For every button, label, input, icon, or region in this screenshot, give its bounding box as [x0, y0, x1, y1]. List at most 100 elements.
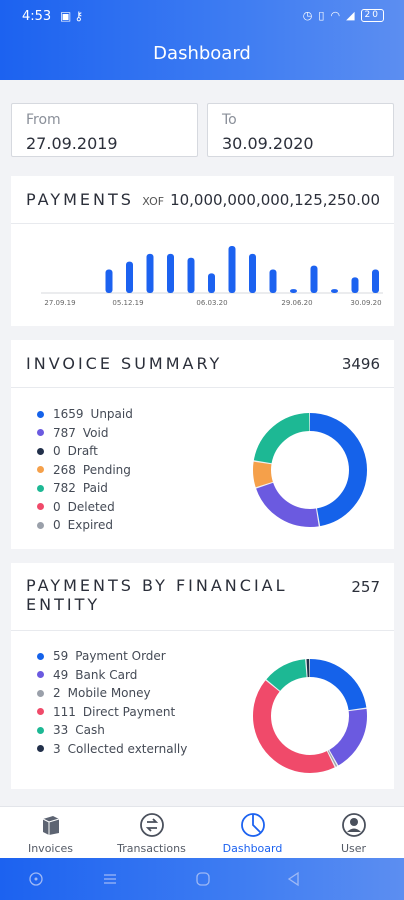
legend-dot-icon [37, 652, 44, 660]
invoice-legend-item: 0 Expired [37, 516, 133, 535]
bottom-nav: Invoices Transactions Dashboard User [0, 806, 404, 858]
legend-label: Bank Card [75, 667, 138, 682]
nav-dashboard[interactable]: Dashboard [202, 811, 303, 855]
entity-legend-item: 111 Direct Payment [37, 703, 187, 722]
invoice-legend-item: 0 Draft [37, 442, 133, 461]
payments-card: PAYMENTS XOF 10,000,000,000,125,250.00 27… [11, 176, 394, 326]
legend-label: Draft [67, 444, 98, 459]
legend-label: Mobile Money [67, 686, 151, 701]
entity-slice-payment-order [253, 659, 367, 773]
legend-dot-icon [37, 503, 44, 511]
entity-legend-item: 33 Cash [37, 721, 187, 740]
legend-count: 782 [53, 481, 76, 496]
vibrate-icon: ▯ [318, 9, 327, 22]
invoices-icon [0, 811, 101, 839]
nav-dashboard-label: Dashboard [222, 842, 283, 855]
legend-label: Expired [67, 518, 113, 533]
user-icon [303, 811, 404, 839]
back-icon[interactable] [286, 871, 302, 887]
legend-dot-icon [37, 745, 44, 753]
menu-icon[interactable] [102, 871, 118, 887]
nav-transactions[interactable]: Transactions [101, 811, 202, 855]
bar-2 [146, 253, 154, 293]
legend-dot-icon [37, 671, 44, 679]
invoice-summary-header: INVOICE SUMMARY 3496 [11, 340, 394, 388]
invoice-summary-title: INVOICE SUMMARY [26, 354, 223, 373]
legend-count: 2 [53, 686, 61, 701]
bar-4 [187, 257, 195, 293]
invoice-legend-item: 782 Paid [37, 479, 133, 498]
bar-8 [269, 269, 277, 293]
accessibility-icon[interactable] [28, 871, 44, 887]
entity-legend-item: 3 Collected externally [37, 740, 187, 759]
bar-9 [290, 289, 297, 293]
entity-legend: 59 Payment Order 49 Bank Card 2 Mobile Money 1… [37, 647, 187, 758]
invoice-legend-item: 1659 Unpaid [37, 405, 133, 424]
legend-dot-icon [37, 447, 44, 455]
financial-entity-title: PAYMENTS BY FINANCIAL ENTITY [26, 576, 288, 614]
x-tick-label: 05.12.19 [112, 299, 143, 307]
invoice-legend-item: 787 Void [37, 424, 133, 443]
legend-count: 787 [53, 425, 76, 440]
wifi-icon: ◠ [330, 9, 343, 22]
invoice-slice-void [253, 413, 367, 527]
invoice-slice-pending [253, 413, 367, 527]
from-date-value: 27.09.2019 [26, 134, 118, 153]
entity-slice-direct-payment [253, 659, 367, 773]
from-date-label: From [26, 112, 61, 128]
legend-label: Paid [82, 481, 108, 496]
bar-12 [351, 277, 359, 293]
entity-slice-bank-card [253, 659, 367, 773]
nav-invoices[interactable]: Invoices [0, 811, 101, 855]
signal-icon: ◢ [346, 9, 357, 22]
legend-count: 33 [53, 723, 69, 738]
dashboard-pie-icon [202, 811, 303, 839]
legend-count: 3 [53, 741, 61, 756]
from-date-field[interactable]: From 27.09.2019 [11, 103, 198, 157]
legend-count: 0 [53, 518, 61, 533]
invoice-legend-item: 268 Pending [37, 461, 133, 480]
nav-user[interactable]: User [303, 811, 404, 855]
bar-3 [167, 253, 174, 293]
payments-amount: 10,000,000,000,125,250.00 [170, 191, 380, 209]
entity-legend-item: 49 Bank Card [37, 666, 187, 685]
payments-total: XOF 10,000,000,000,125,250.00 [142, 191, 380, 209]
legend-dot-icon [37, 466, 44, 474]
legend-dot-icon [37, 521, 44, 529]
entity-legend-item: 59 Payment Order [37, 647, 187, 666]
legend-label: Pending [82, 462, 131, 477]
payments-card-header: PAYMENTS XOF 10,000,000,000,125,250.00 [11, 176, 394, 224]
financial-entity-title-line1: PAYMENTS BY FINANCIAL [26, 576, 288, 595]
x-tick-label: 30.09.20 [350, 299, 381, 307]
bar-10 [310, 265, 318, 293]
bar-13 [372, 269, 379, 293]
legend-count: 1659 [53, 407, 84, 422]
legend-dot-icon [37, 708, 44, 716]
bar-5 [208, 273, 215, 293]
invoice-donut-chart [253, 413, 367, 527]
battery-icon: 20 [360, 9, 384, 22]
legend-dot-icon [37, 429, 44, 437]
sim-card-icon: ▣ [60, 9, 75, 23]
bar-7 [249, 253, 256, 293]
legend-dot-icon [37, 484, 44, 492]
invoice-legend: 1659 Unpaid 787 Void 0 Draft 268 Pending 782 Paid… [37, 405, 133, 535]
to-date-field[interactable]: To 30.09.2020 [207, 103, 394, 157]
legend-count: 0 [53, 444, 61, 459]
nav-transactions-label: Transactions [117, 842, 186, 855]
home-icon[interactable] [195, 871, 211, 887]
status-time: 4:53 [22, 9, 52, 24]
invoice-summary-total: 3496 [341, 355, 380, 373]
to-date-label: To [222, 112, 237, 128]
legend-dot-icon [37, 726, 44, 734]
x-tick-label: 27.09.19 [44, 299, 75, 307]
to-date-value: 30.09.2020 [222, 134, 314, 153]
invoice-legend-item: 0 Deleted [37, 498, 133, 517]
invoice-summary-card: INVOICE SUMMARY 3496 1659 Unpaid 787 Void 0 D… [11, 340, 394, 549]
legend-dot-icon [37, 689, 44, 697]
legend-dot-icon [37, 410, 44, 418]
system-nav-bar [0, 858, 404, 900]
payments-title: PAYMENTS [26, 190, 134, 209]
status-right-icons: ◷ ▯ ◠ ◢ 20 [303, 9, 384, 22]
legend-count: 268 [53, 462, 76, 477]
